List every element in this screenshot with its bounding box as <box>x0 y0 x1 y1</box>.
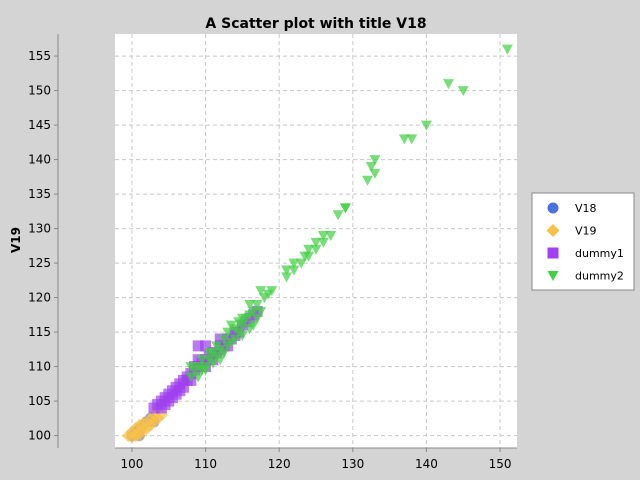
point-dummy2 <box>281 265 293 276</box>
legend-label-V19: V19 <box>575 225 597 238</box>
point-dummy2 <box>288 258 300 269</box>
point-dummy2 <box>288 265 300 276</box>
point-dummy2 <box>255 306 267 317</box>
y-tick-label: 155 <box>28 49 51 63</box>
legend-label-dummy2: dummy2 <box>575 270 624 283</box>
point-dummy2 <box>295 258 307 269</box>
x-tick-label: 130 <box>341 457 364 471</box>
point-dummy2 <box>281 272 293 283</box>
x-tick-label: 120 <box>268 457 291 471</box>
point-dummy2 <box>247 306 259 317</box>
point-dummy2 <box>185 372 197 383</box>
legend-item-dummy1: dummy1 <box>547 247 624 260</box>
point-dummy2 <box>236 331 248 342</box>
point-dummy1 <box>177 381 189 393</box>
x-tick-label: 100 <box>120 457 143 471</box>
point-dummy2 <box>317 230 329 241</box>
y-tick-label: 135 <box>28 187 51 201</box>
y-tick-label: 115 <box>28 325 51 339</box>
y-tick-label: 140 <box>28 153 51 167</box>
point-dummy2 <box>501 44 513 55</box>
legend-label-dummy1: dummy1 <box>575 247 624 260</box>
point-dummy2 <box>222 327 234 338</box>
point-dummy2 <box>310 244 322 255</box>
legend-item-V19: V19 <box>546 224 597 238</box>
axes: 100 105 110 115 120 125 130 135 140 145 150 155 100 1… <box>28 34 517 471</box>
point-dummy2 <box>303 244 315 255</box>
point-dummy2 <box>247 320 259 331</box>
legend-item-V18: V18 <box>547 202 597 215</box>
point-dummy2 <box>369 155 381 166</box>
legend-marker-V18 <box>547 202 559 214</box>
point-dummy2 <box>420 120 432 131</box>
point-dummy2 <box>229 334 241 345</box>
point-dummy2 <box>303 251 315 262</box>
point-dummy2 <box>339 203 351 214</box>
point-dummy1 <box>251 305 263 317</box>
legend-marker-dummy2 <box>547 271 559 281</box>
point-dummy2 <box>457 86 469 97</box>
y-tick-label: 130 <box>28 222 51 236</box>
y-tick-label: 145 <box>28 118 51 132</box>
point-dummy2 <box>214 355 226 366</box>
series-dummy2 <box>185 44 513 383</box>
point-dummy2 <box>236 320 248 331</box>
legend: V18 V19 dummy1 dummy2 <box>531 192 635 291</box>
y-tick-label: 110 <box>28 360 51 374</box>
x-tick-label: 150 <box>489 457 512 471</box>
data-points <box>121 44 513 444</box>
y-tick-label: 150 <box>28 84 51 98</box>
point-dummy2 <box>362 175 374 186</box>
point-dummy2 <box>266 286 278 297</box>
y-axis-label: V19 <box>9 227 23 253</box>
y-tick-label: 100 <box>28 429 51 443</box>
point-dummy2 <box>317 237 329 248</box>
point-dummy2 <box>332 210 344 221</box>
y-tick-label: 105 <box>28 394 51 408</box>
point-dummy2 <box>244 299 256 310</box>
legend-marker-dummy1 <box>547 247 559 259</box>
point-dummy2 <box>255 286 267 297</box>
point-dummy2 <box>406 134 418 145</box>
legend-label-V18: V18 <box>575 202 597 215</box>
point-dummy2 <box>310 237 322 248</box>
point-dummy1 <box>200 340 212 352</box>
y-tick-label: 125 <box>28 256 51 270</box>
point-dummy1 <box>192 340 204 352</box>
grid-lines <box>115 34 517 448</box>
point-dummy2 <box>369 168 381 179</box>
point-dummy2 <box>218 348 230 359</box>
point-dummy2 <box>325 230 337 241</box>
point-dummy2 <box>251 299 263 310</box>
point-dummy2 <box>192 372 204 383</box>
point-dummy2 <box>207 358 219 369</box>
point-dummy2 <box>218 334 230 345</box>
point-dummy2 <box>251 313 263 324</box>
point-dummy2 <box>398 134 410 145</box>
point-dummy2 <box>200 365 212 376</box>
point-dummy2 <box>196 355 208 366</box>
chart-title: A Scatter plot with title V18 <box>205 16 426 32</box>
point-dummy2 <box>365 161 377 172</box>
point-dummy1 <box>214 333 226 345</box>
x-tick-label: 140 <box>415 457 438 471</box>
x-tick-label: 110 <box>194 457 217 471</box>
legend-item-dummy2: dummy2 <box>547 270 624 283</box>
y-tick-label: 120 <box>28 291 51 305</box>
legend-marker-V19 <box>546 224 560 237</box>
point-dummy2 <box>443 79 455 90</box>
